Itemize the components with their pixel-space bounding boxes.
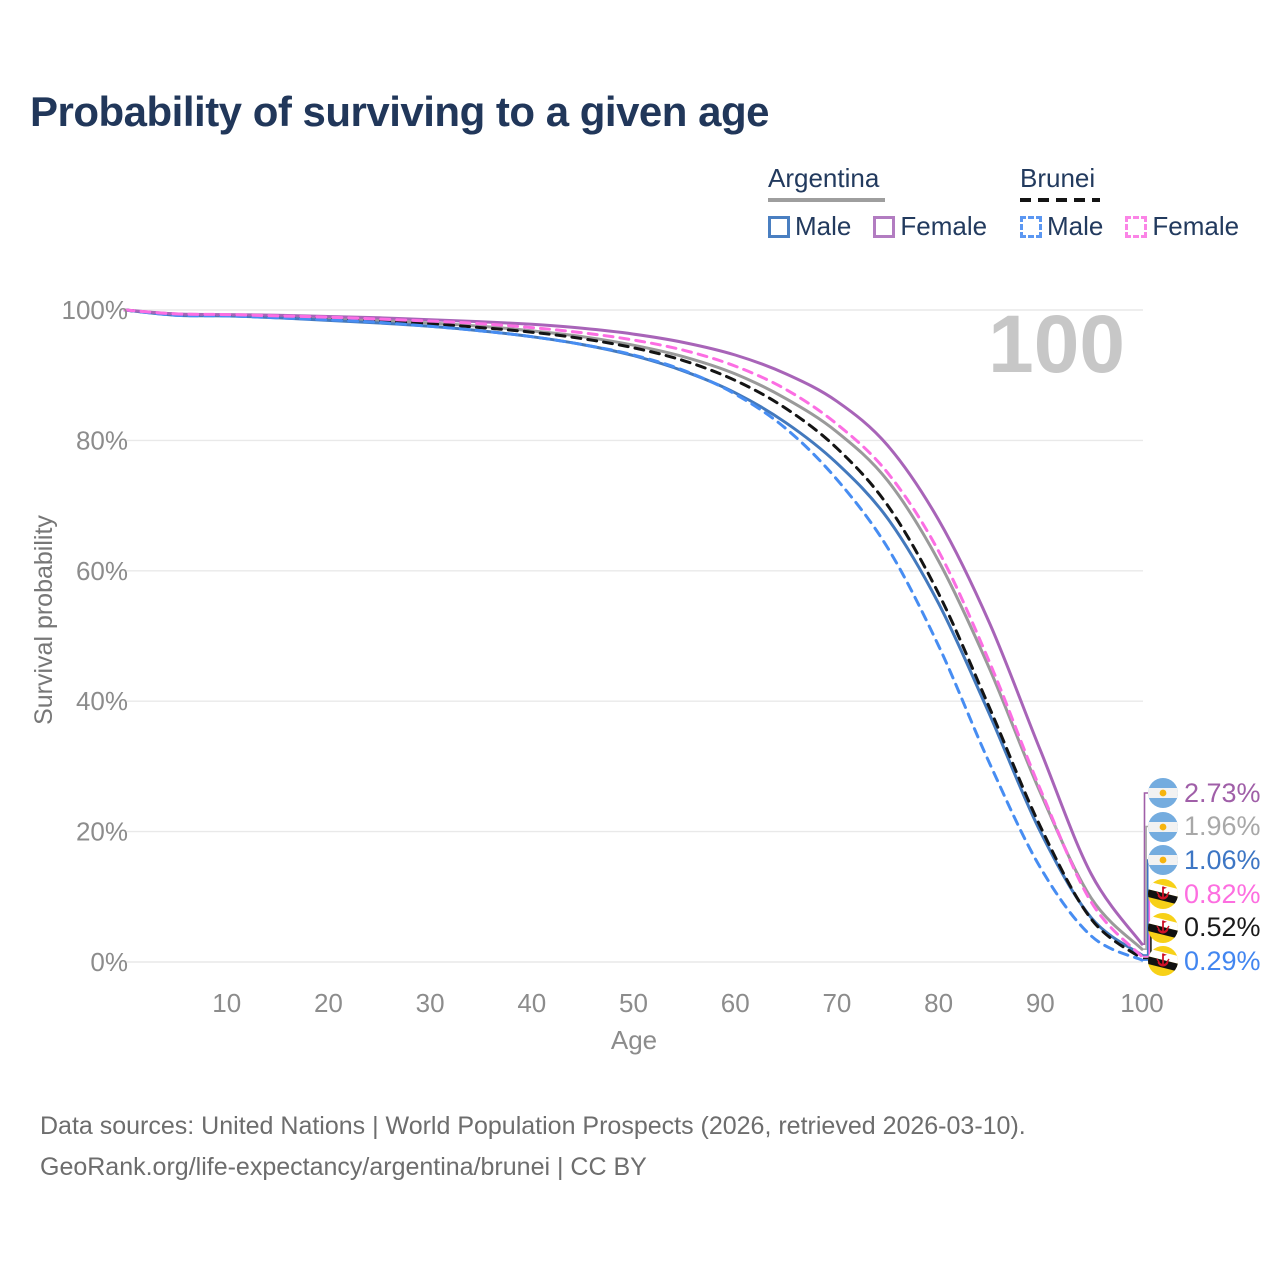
survival-chart[interactable]: 100 10 20 30 40 50 60 70 80 90 100 0% 20% 40% 60% 80%… xyxy=(0,0,1280,1080)
legend-underline-brunei-dashed xyxy=(1020,198,1100,202)
legend-group-argentina: Argentina Male Female xyxy=(768,163,1018,242)
end-label-value: 0.52% xyxy=(1184,912,1261,942)
footer-line-url: GeoRank.org/life-expectancy/argentina/br… xyxy=(40,1153,647,1181)
end-label-row-argentina: 1.96% xyxy=(1148,810,1261,844)
y-tick-label: 20% xyxy=(76,817,128,847)
curve-argentina[interactable] xyxy=(123,308,1144,951)
survival-curves[interactable] xyxy=(123,308,1144,962)
legend-label: Female xyxy=(1152,211,1240,241)
page-title: Probability of surviving to a given age xyxy=(30,88,769,135)
x-tick-label: 50 xyxy=(619,988,648,1018)
legend-swatch-brunei-male xyxy=(1020,215,1042,238)
hover-age-watermark: 100 xyxy=(988,299,1125,390)
end-label-value: 2.73% xyxy=(1184,777,1261,808)
legend-item-argentina-male[interactable]: Male xyxy=(768,211,851,242)
legend-title-brunei[interactable]: Brunei xyxy=(1020,163,1096,193)
end-label-value: 0.29% xyxy=(1184,945,1261,976)
argentina-flag-icon xyxy=(1148,811,1178,842)
x-tick-label: 30 xyxy=(416,988,445,1018)
y-tick-label: 100% xyxy=(62,295,129,325)
argentina-flag-icon xyxy=(1148,845,1178,875)
curve-argentina-male[interactable] xyxy=(123,308,1144,957)
x-tick-label: 10 xyxy=(212,988,241,1018)
legend-item-brunei-male[interactable]: Male xyxy=(1020,211,1103,242)
end-label-row-brunei: 0.52% xyxy=(1148,911,1261,945)
legend-label: Female xyxy=(900,211,988,241)
end-label-value: 1.96% xyxy=(1184,811,1261,841)
x-tick-label: 90 xyxy=(1026,988,1055,1018)
argentina-flag-icon xyxy=(1148,778,1178,808)
end-label-row-brunei-female: 0.82% xyxy=(1148,877,1261,911)
gridlines xyxy=(125,309,1143,963)
legend-swatch-argentina-female xyxy=(873,215,896,238)
legend-underline-argentina-solid xyxy=(768,198,885,202)
curve-brunei-male[interactable] xyxy=(123,308,1144,962)
curve-argentina-female[interactable] xyxy=(123,308,1144,946)
legend-title-argentina[interactable]: Argentina xyxy=(768,163,880,193)
curve-brunei[interactable] xyxy=(123,308,1144,961)
legend-label: Male xyxy=(1047,211,1104,241)
y-tick-label: 80% xyxy=(76,425,128,455)
x-axis-label: Age xyxy=(611,1025,657,1055)
legend-swatch-argentina-male xyxy=(768,215,790,238)
data-source-footer: Data sources: United Nations | World Pop… xyxy=(40,1106,1026,1188)
x-tick-label: 100 xyxy=(1120,988,1163,1018)
y-axis-ticks: 0% 20% 40% 60% 80% 100% xyxy=(62,295,129,977)
end-label-row-argentina-female: 2.73% xyxy=(1148,776,1261,810)
end-label-value: 1.06% xyxy=(1184,844,1261,875)
legend-swatch-brunei-female xyxy=(1125,215,1148,238)
x-axis-ticks: 10 20 30 40 50 60 70 80 90 100 xyxy=(212,988,1163,1018)
x-tick-label: 80 xyxy=(924,988,953,1018)
legend-group-brunei: Brunei Male Female xyxy=(1020,163,1270,242)
x-tick-label: 20 xyxy=(314,988,343,1018)
brunei-flag-icon xyxy=(1148,912,1178,943)
brunei-flag-icon xyxy=(1148,946,1178,976)
connector-argentina-female xyxy=(1143,792,1150,945)
end-label-row-argentina-male: 1.06% xyxy=(1148,843,1261,877)
y-axis-label: Survival probability xyxy=(30,515,58,725)
brunei-flag-icon xyxy=(1148,879,1178,909)
curve-brunei-female[interactable] xyxy=(123,308,1144,959)
y-tick-label: 40% xyxy=(76,686,128,716)
legend-label: Male xyxy=(795,211,852,241)
end-label-value: 0.82% xyxy=(1184,878,1261,909)
legend-item-argentina-female[interactable]: Female xyxy=(873,211,987,242)
legend-item-brunei-female[interactable]: Female xyxy=(1125,211,1239,242)
footer-line-sources: Data sources: United Nations | World Pop… xyxy=(40,1112,1026,1140)
end-label-row-brunei-male: 0.29% xyxy=(1148,944,1261,978)
x-tick-label: 60 xyxy=(721,988,750,1018)
y-tick-label: 0% xyxy=(90,947,128,977)
y-tick-label: 60% xyxy=(76,556,128,586)
x-tick-label: 40 xyxy=(517,988,546,1018)
x-tick-label: 70 xyxy=(822,988,851,1018)
